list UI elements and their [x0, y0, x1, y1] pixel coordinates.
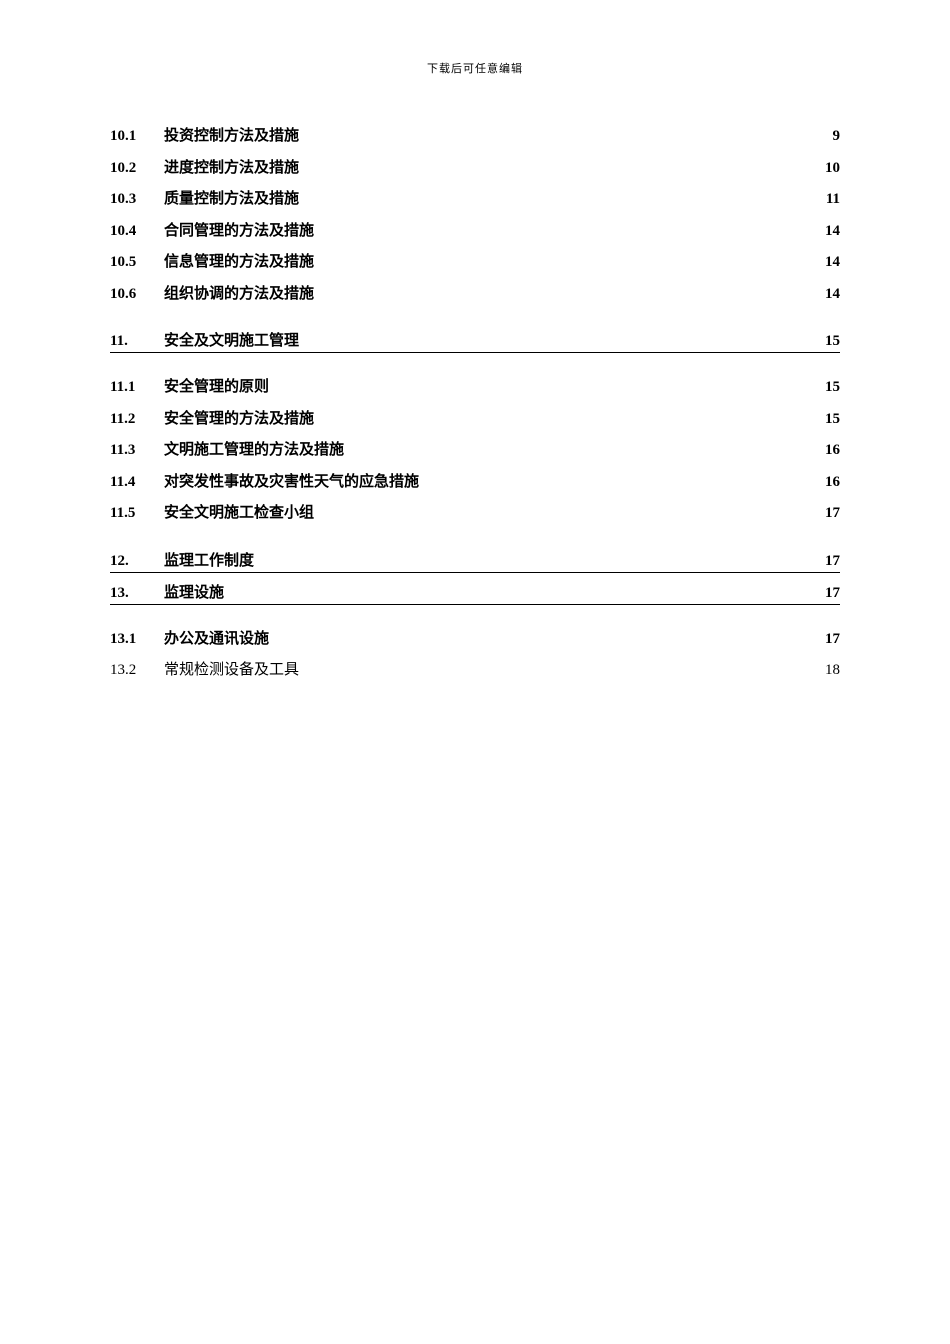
toc-title: 信息管理的方法及措施 — [164, 250, 314, 276]
toc-page-number: 17 — [825, 501, 840, 527]
toc-group-13: 13.1 办公及通讯设施 17 13.2 常规检测设备及工具 18 — [110, 627, 840, 684]
toc-title: 投资控制方法及措施 — [164, 124, 299, 150]
toc-page-number: 14 — [825, 282, 840, 308]
toc-entry: 11.4 对突发性事故及灾害性天气的应急措施 16 — [110, 470, 840, 496]
toc-page-number: 17 — [825, 627, 840, 653]
toc-number: 11.2 — [110, 407, 164, 433]
toc-page-number: 16 — [825, 438, 840, 464]
toc-section-heading-11: 11. 安全及文明施工管理 15 — [110, 329, 840, 353]
toc-title: 安全文明施工检查小组 — [164, 501, 314, 527]
toc-title: 安全及文明施工管理 — [164, 329, 299, 350]
toc-entry: 10.3 质量控制方法及措施 11 — [110, 187, 840, 213]
toc-number: 11. — [110, 333, 164, 350]
toc-entry: 11.5 安全文明施工检查小组 17 — [110, 501, 840, 527]
toc-title: 组织协调的方法及措施 — [164, 282, 314, 308]
header-note: 下载后可任意编辑 — [110, 60, 840, 76]
toc-number: 11.1 — [110, 375, 164, 401]
toc-page-number: 14 — [825, 250, 840, 276]
toc-page-number: 14 — [825, 219, 840, 245]
toc-page-number: 18 — [825, 658, 840, 684]
toc-page-number: 16 — [825, 470, 840, 496]
toc-number: 11.3 — [110, 438, 164, 464]
toc-group-11: 11.1 安全管理的原则 15 11.2 安全管理的方法及措施 15 11.3 … — [110, 375, 840, 527]
toc-entry: 13.1 办公及通讯设施 17 — [110, 627, 840, 653]
toc-number: 10.3 — [110, 187, 164, 213]
toc-title: 质量控制方法及措施 — [164, 187, 299, 213]
toc-title: 监理工作制度 — [164, 549, 254, 570]
toc-entry: 11.2 安全管理的方法及措施 15 — [110, 407, 840, 433]
toc-page-number: 15 — [825, 407, 840, 433]
toc-number: 13.1 — [110, 627, 164, 653]
toc-number: 10.1 — [110, 124, 164, 150]
toc-title: 安全管理的原则 — [164, 375, 269, 401]
toc-page-number: 10 — [825, 156, 840, 182]
document-page: 下载后可任意编辑 10.1 投资控制方法及措施 9 10.2 进度控制方法及措施… — [0, 0, 950, 684]
toc-entry: 10.5 信息管理的方法及措施 14 — [110, 250, 840, 276]
toc-number: 10.4 — [110, 219, 164, 245]
toc-title: 常规检测设备及工具 — [164, 658, 299, 684]
toc-number: 11.5 — [110, 501, 164, 527]
toc-section-heading-13: 13. 监理设施 17 — [110, 581, 840, 605]
toc-title: 安全管理的方法及措施 — [164, 407, 314, 433]
toc-entry: 10.2 进度控制方法及措施 10 — [110, 156, 840, 182]
toc-entry: 11.1 安全管理的原则 15 — [110, 375, 840, 401]
toc-title: 合同管理的方法及措施 — [164, 219, 314, 245]
toc-number: 12. — [110, 553, 164, 570]
toc-title: 对突发性事故及灾害性天气的应急措施 — [164, 470, 419, 496]
toc-section-heading-12: 12. 监理工作制度 17 — [110, 549, 840, 573]
toc-page-number: 9 — [833, 124, 841, 150]
toc-number: 13.2 — [110, 658, 164, 684]
toc-number: 13. — [110, 585, 164, 602]
toc-page-number: 15 — [825, 333, 840, 350]
toc-entry: 11.3 文明施工管理的方法及措施 16 — [110, 438, 840, 464]
toc-page-number: 17 — [825, 553, 840, 570]
toc-number: 10.5 — [110, 250, 164, 276]
toc-number: 10.2 — [110, 156, 164, 182]
toc-entry: 10.1 投资控制方法及措施 9 — [110, 124, 840, 150]
toc-page-number: 17 — [825, 585, 840, 602]
toc-number: 11.4 — [110, 470, 164, 496]
toc-page-number: 15 — [825, 375, 840, 401]
toc-group-10: 10.1 投资控制方法及措施 9 10.2 进度控制方法及措施 10 10.3 … — [110, 124, 840, 307]
toc-title: 文明施工管理的方法及措施 — [164, 438, 344, 464]
toc-entry: 10.6 组织协调的方法及措施 14 — [110, 282, 840, 308]
toc-title: 办公及通讯设施 — [164, 627, 269, 653]
toc-page-number: 11 — [826, 187, 840, 213]
toc-title: 监理设施 — [164, 581, 224, 602]
toc-number: 10.6 — [110, 282, 164, 308]
toc-entry: 10.4 合同管理的方法及措施 14 — [110, 219, 840, 245]
toc-entry: 13.2 常规检测设备及工具 18 — [110, 658, 840, 684]
toc-title: 进度控制方法及措施 — [164, 156, 299, 182]
